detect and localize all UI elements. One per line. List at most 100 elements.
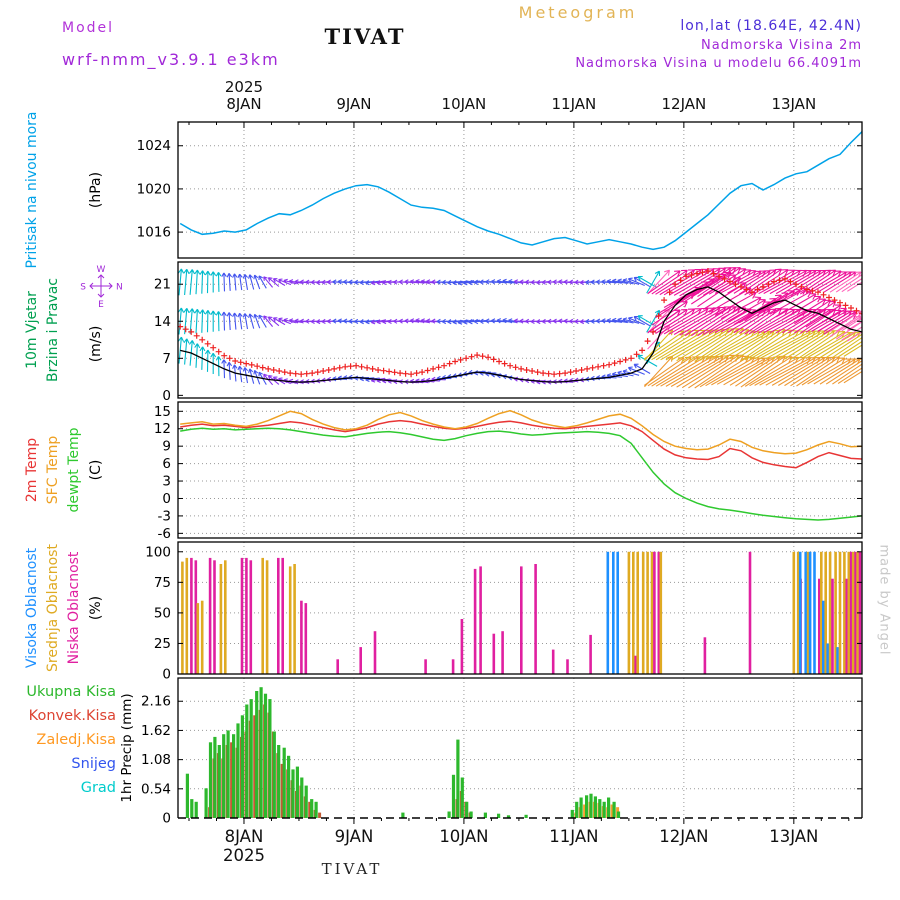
axis-unit: (m/s) xyxy=(88,326,104,363)
wind-arrow xyxy=(835,310,862,332)
bar-mid-cloud xyxy=(288,566,292,674)
bar-convective-precip xyxy=(308,801,312,818)
bar-low-cloud xyxy=(831,578,834,674)
bar-total-precip xyxy=(483,812,487,818)
wind-arrow xyxy=(237,273,243,291)
bar-mid-cloud xyxy=(806,551,810,674)
bar-low-cloud xyxy=(703,637,707,674)
top-axis-day-label: 8JAN xyxy=(226,95,261,113)
wind-arrow xyxy=(194,269,201,295)
bar-total-precip xyxy=(451,774,456,818)
bar-total-precip xyxy=(277,745,281,818)
bar-low-cloud xyxy=(208,557,212,674)
bar-total-precip xyxy=(217,745,221,818)
bar-high-cloud xyxy=(836,647,839,674)
bar-mid-cloud xyxy=(641,551,645,674)
bar-total-precip xyxy=(190,799,194,818)
ytick-label: 100 xyxy=(145,544,171,560)
ytick-label: 75 xyxy=(154,575,171,591)
bar-total-precip xyxy=(598,799,602,818)
wind-arrow xyxy=(835,271,862,293)
bar-low-cloud xyxy=(479,566,482,674)
wind-content xyxy=(178,267,862,389)
wind-arrow xyxy=(221,272,227,292)
bar-low-cloud xyxy=(566,659,569,674)
wind-arrow xyxy=(226,272,233,291)
bar-low-cloud xyxy=(551,649,555,674)
ytick-label: 12 xyxy=(154,421,171,437)
bar-mid-cloud xyxy=(838,551,842,674)
wind-arrow xyxy=(633,316,651,327)
panel-border xyxy=(177,401,863,539)
bar-low-cloud xyxy=(460,619,464,674)
wind-arrow xyxy=(237,312,243,330)
bar-low-cloud xyxy=(451,659,455,674)
bar-total-precip xyxy=(245,704,249,818)
axis-label: dewpt Temp xyxy=(66,427,82,512)
ytick-label: -6 xyxy=(158,526,171,542)
bar-low-cloud xyxy=(520,566,523,674)
ytick-label: 0 xyxy=(162,811,171,827)
panel-wind: 0 7 14 21 10m Vjetar Brzina i Pravac (m/s) W E S N xyxy=(24,261,863,404)
wind-arrow xyxy=(204,270,211,294)
top-axis-day-label: 11JAN xyxy=(552,95,597,113)
legend-label: Konvek.Kisa xyxy=(29,708,116,724)
ytick-label: 6 xyxy=(162,456,171,472)
bar-high-cloud xyxy=(813,551,816,674)
bar-total-precip xyxy=(208,742,213,818)
ytick-label: 0 xyxy=(162,388,171,404)
bottom-axis-year-label: 2025 xyxy=(223,846,265,865)
bar-total-precip xyxy=(295,766,299,818)
ytick-label: 1016 xyxy=(137,225,171,241)
legend-label: Grad xyxy=(81,780,116,796)
ytick-label: 0 xyxy=(162,491,171,507)
wind-arrow xyxy=(843,370,862,384)
legend-label: Ukupna Kisa xyxy=(26,684,116,700)
wind-arrow xyxy=(647,269,671,295)
bar-mid-cloud xyxy=(627,551,631,674)
bar-total-precip xyxy=(240,715,244,818)
bar-mid-cloud xyxy=(200,600,204,674)
bar-total-precip xyxy=(465,801,469,818)
wind-arrow xyxy=(637,315,658,328)
bar-low-cloud xyxy=(501,631,504,674)
bar-frontal-precip xyxy=(610,804,614,818)
wind-arrow xyxy=(267,316,280,327)
ytick-label: 1.08 xyxy=(141,752,171,768)
bar-low-cloud xyxy=(300,600,303,674)
wind-arrow xyxy=(272,278,286,286)
wind-arrow xyxy=(837,340,862,358)
wind-arrow xyxy=(183,268,190,296)
bar-convective-precip xyxy=(280,763,284,818)
bar-high-cloud xyxy=(822,600,825,674)
wind-arrow xyxy=(627,277,645,287)
compass-letter: N xyxy=(116,283,123,293)
wind-arrow xyxy=(258,314,267,328)
bar-mid-cloud xyxy=(636,551,639,674)
wind-arrow xyxy=(837,367,862,384)
bar-low-cloud xyxy=(845,578,849,674)
bar-mid-cloud xyxy=(219,564,223,674)
ytick-label: 1020 xyxy=(137,181,171,197)
bar-low-cloud xyxy=(854,551,857,674)
model-name: wrf-nmm_v3.9.1 e3km xyxy=(62,50,280,69)
wind-arrow xyxy=(832,336,862,359)
ytick-label: 9 xyxy=(162,439,171,455)
wind-arrow xyxy=(651,308,688,334)
top-axis-day-label: 12JAN xyxy=(661,95,706,113)
bar-mid-cloud xyxy=(824,551,827,674)
precipitation-content xyxy=(185,687,621,818)
watermark: made by Angel xyxy=(876,544,892,656)
wind-arrow xyxy=(242,274,249,290)
wind-arrow xyxy=(847,281,862,292)
wind-arrow xyxy=(178,268,185,296)
bar-mid-cloud xyxy=(265,560,269,674)
compass-letter: S xyxy=(80,283,86,293)
wind-arrow xyxy=(188,269,195,295)
wind-arrow xyxy=(204,310,211,333)
bottom-axis-day-label: 10JAN xyxy=(439,827,488,846)
panel-border xyxy=(177,541,863,675)
wind-arrow xyxy=(253,274,261,290)
